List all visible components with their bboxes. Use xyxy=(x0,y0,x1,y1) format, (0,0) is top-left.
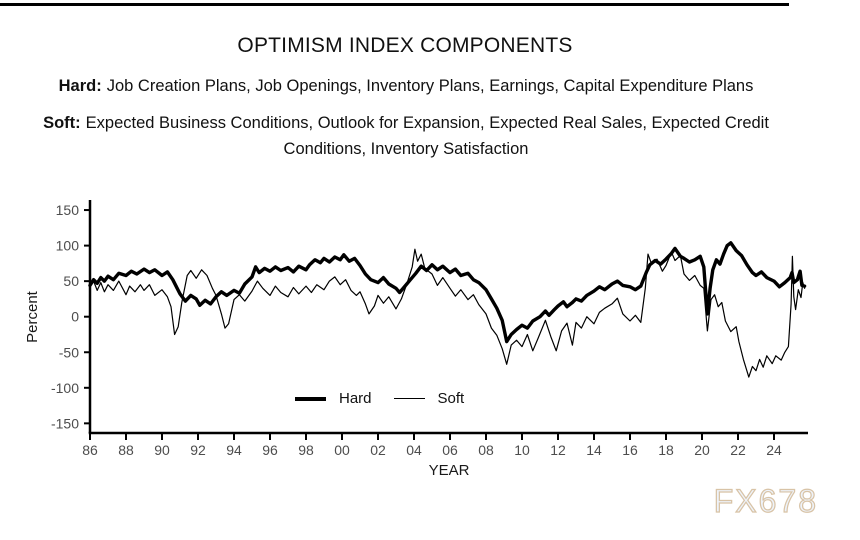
hard-line-sample xyxy=(295,396,326,401)
top-rule xyxy=(0,3,789,6)
x-tick-label: 90 xyxy=(154,442,170,458)
x-tick-label: 88 xyxy=(118,442,134,458)
y-tick-label: -150 xyxy=(51,415,79,431)
x-axis-title: YEAR xyxy=(429,462,470,479)
x-tick-label: 08 xyxy=(478,442,494,458)
x-tick-label: 02 xyxy=(370,442,386,458)
x-tick-label: 86 xyxy=(82,442,98,458)
chart-legend: Hard Soft xyxy=(295,390,464,407)
x-tick-label: 18 xyxy=(658,442,674,458)
series-hard-line xyxy=(88,241,807,344)
x-tick-label: 94 xyxy=(226,442,242,458)
x-tick-label: 14 xyxy=(586,442,602,458)
x-tick-label: 10 xyxy=(514,442,530,458)
x-tick-label: 00 xyxy=(334,442,350,458)
y-tick-label: -50 xyxy=(59,344,79,360)
x-tick-label: 12 xyxy=(550,442,566,458)
soft-definition: Soft: Expected Business Conditions, Outlo… xyxy=(36,110,776,162)
soft-line-sample xyxy=(393,397,425,400)
x-tick-label: 98 xyxy=(298,442,314,458)
x-tick-label: 24 xyxy=(766,442,782,458)
x-tick-label: 22 xyxy=(730,442,746,458)
x-tick-label: 92 xyxy=(190,442,206,458)
y-tick-label: 100 xyxy=(56,238,80,254)
x-tick-label: 04 xyxy=(406,442,422,458)
x-tick-label: 16 xyxy=(622,442,638,458)
y-axis-title: Percent xyxy=(24,290,41,343)
x-tick-label: 20 xyxy=(694,442,710,458)
y-tick-label: 150 xyxy=(56,202,80,218)
y-tick-label: 50 xyxy=(63,273,79,289)
x-tick-label: 96 xyxy=(262,442,278,458)
chart-title: OPTIMISM INDEX COMPONENTS xyxy=(237,34,573,57)
soft-definition-text: Expected Business Conditions, Outlook fo… xyxy=(85,114,769,159)
y-tick-label: 0 xyxy=(71,309,79,325)
hard-definition: Hard: Job Creation Plans, Job Openings, I… xyxy=(0,77,812,96)
series-soft-line xyxy=(89,248,806,378)
hard-definition-label: Hard: xyxy=(58,77,102,95)
legend-label-soft: Soft xyxy=(437,390,465,407)
soft-definition-label: Soft: xyxy=(43,114,81,132)
hard-definition-text: Job Creation Plans, Job Openings, Invent… xyxy=(106,77,754,95)
x-tick-label: 06 xyxy=(442,442,458,458)
legend-label-hard: Hard xyxy=(339,390,372,407)
y-tick-label: -100 xyxy=(51,380,79,396)
watermark: FX678 xyxy=(713,482,818,519)
